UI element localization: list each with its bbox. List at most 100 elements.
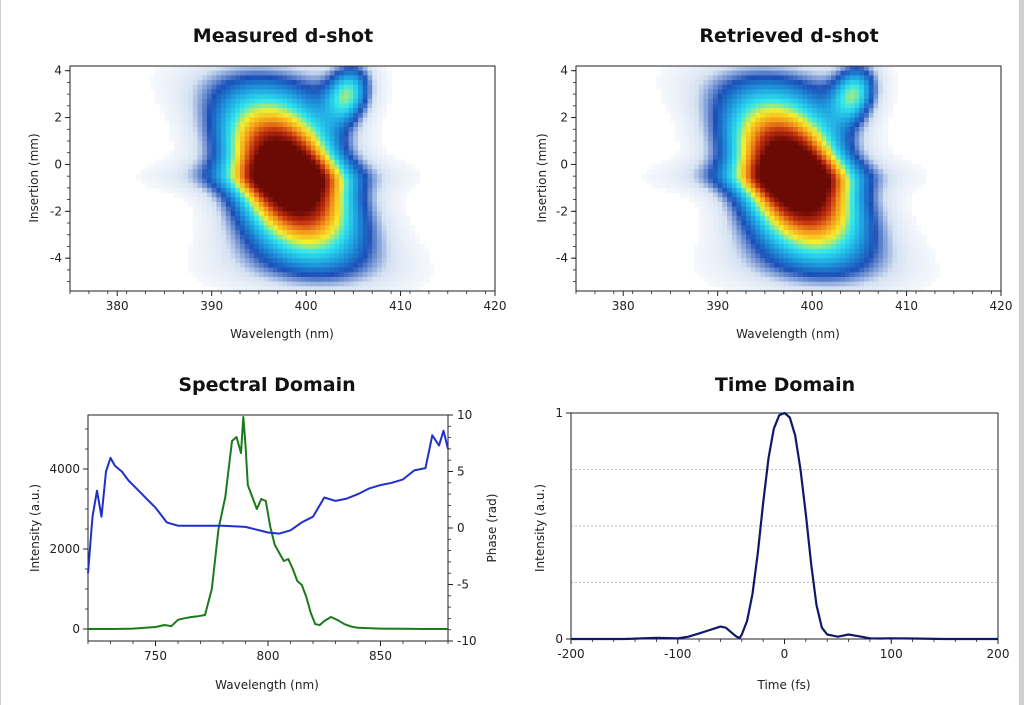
heatmap-cell <box>779 178 785 184</box>
heatmap-cell <box>310 173 317 180</box>
heatmap-cell <box>750 281 757 287</box>
heatmap-cell <box>258 80 265 86</box>
heatmap-cell <box>887 216 893 222</box>
heatmap-cell <box>859 126 865 133</box>
heatmap-cell <box>802 192 808 198</box>
intensity-series-line <box>88 416 448 630</box>
heatmap-cell <box>145 183 151 189</box>
heatmap-cell <box>310 253 317 259</box>
heatmap-cell <box>381 150 387 156</box>
heatmap-cell <box>221 234 227 241</box>
heatmap-cell <box>864 239 870 245</box>
heatmap-cell <box>362 70 369 76</box>
heatmap-cell <box>282 169 288 175</box>
heatmap-cell <box>362 197 369 203</box>
heatmap-cell <box>367 225 373 231</box>
heatmap-cell <box>343 248 350 255</box>
heatmap-cell <box>897 248 903 255</box>
heatmap-cell <box>807 183 813 189</box>
heatmap-cell <box>405 220 411 226</box>
heatmap-cell <box>854 126 860 133</box>
heatmap-cell <box>746 126 752 133</box>
heatmap-cell <box>395 178 402 184</box>
heatmap-cell <box>263 75 269 81</box>
x-tick-label: 400 <box>801 299 824 313</box>
heatmap-cell <box>230 225 236 231</box>
heatmap-cell <box>882 201 889 208</box>
heatmap-cell <box>320 173 326 180</box>
heatmap-cell <box>835 150 842 156</box>
heatmap-cell <box>849 122 856 128</box>
heatmap-cell <box>741 169 747 175</box>
heatmap-cell <box>221 75 227 81</box>
heatmap-cell <box>372 141 378 147</box>
heatmap-cell <box>689 122 695 128</box>
heatmap-cell <box>816 262 823 269</box>
heatmap-cell <box>783 112 790 119</box>
heatmap-cell <box>277 169 284 175</box>
heatmap-cell <box>887 281 893 287</box>
heatmap-cell <box>755 253 761 259</box>
heatmap-cell <box>325 141 331 147</box>
heatmap-cell <box>362 248 369 255</box>
heatmap-cell <box>173 164 180 170</box>
heatmap-cell <box>878 206 884 212</box>
heatmap-cell <box>258 126 265 133</box>
heatmap-cell <box>367 126 373 133</box>
heatmap-cell <box>835 239 842 245</box>
heatmap-cell <box>793 145 799 151</box>
heatmap-cell <box>358 272 364 278</box>
heatmap-cell <box>362 216 369 222</box>
heatmap-cell <box>727 276 733 283</box>
heatmap-cell <box>727 80 733 86</box>
heatmap-cell <box>282 267 288 273</box>
heatmap-cell <box>906 159 912 166</box>
heatmap-cell <box>391 201 397 208</box>
heatmap-cell <box>296 234 302 241</box>
heatmap-cell <box>268 234 274 241</box>
heatmap-cell <box>221 197 227 203</box>
heatmap-cell <box>291 201 298 208</box>
heatmap-cell <box>202 84 208 91</box>
heatmap-cell <box>779 155 785 161</box>
heatmap-cell <box>764 145 771 151</box>
heatmap-cell <box>788 131 794 137</box>
heatmap-cell <box>769 225 775 231</box>
heatmap-cell <box>301 98 307 105</box>
heatmap-cell <box>230 206 236 212</box>
heatmap-cell <box>343 66 350 72</box>
heatmap-cell <box>395 258 402 264</box>
heatmap-cell <box>235 267 241 273</box>
heatmap-cell <box>291 131 298 137</box>
heatmap-cell <box>779 131 785 137</box>
heatmap-cell <box>306 216 312 222</box>
heatmap-cell <box>722 155 728 161</box>
heatmap-cell <box>273 75 279 81</box>
heatmap-cell <box>376 112 383 119</box>
heatmap-cell <box>372 117 378 123</box>
heatmap-cell <box>878 211 884 217</box>
heatmap-cell <box>244 276 251 283</box>
heatmap-cell <box>901 248 908 255</box>
heatmap-cell <box>675 155 681 161</box>
heatmap-cell <box>230 211 236 217</box>
heatmap-cell <box>216 253 222 259</box>
heatmap-cell <box>296 112 302 119</box>
heatmap-cell <box>310 234 317 241</box>
heatmap-cell <box>727 192 733 198</box>
heatmap-cell <box>793 230 799 236</box>
heatmap-cell <box>816 211 823 217</box>
heatmap-cell <box>670 155 676 161</box>
heatmap-cell <box>779 234 785 241</box>
heatmap-cell <box>675 94 681 100</box>
heatmap-cell <box>679 89 686 95</box>
heatmap-cell <box>244 244 251 250</box>
heatmap-cell <box>221 244 227 250</box>
heatmap-cell <box>821 225 827 231</box>
heatmap-cell <box>301 103 307 109</box>
time-domain-xlabel: Time (fs) <box>756 678 810 692</box>
heatmap-cell <box>277 201 284 208</box>
heatmap-cell <box>689 150 695 156</box>
heatmap-cell <box>225 80 232 86</box>
heatmap-cell <box>225 225 232 231</box>
